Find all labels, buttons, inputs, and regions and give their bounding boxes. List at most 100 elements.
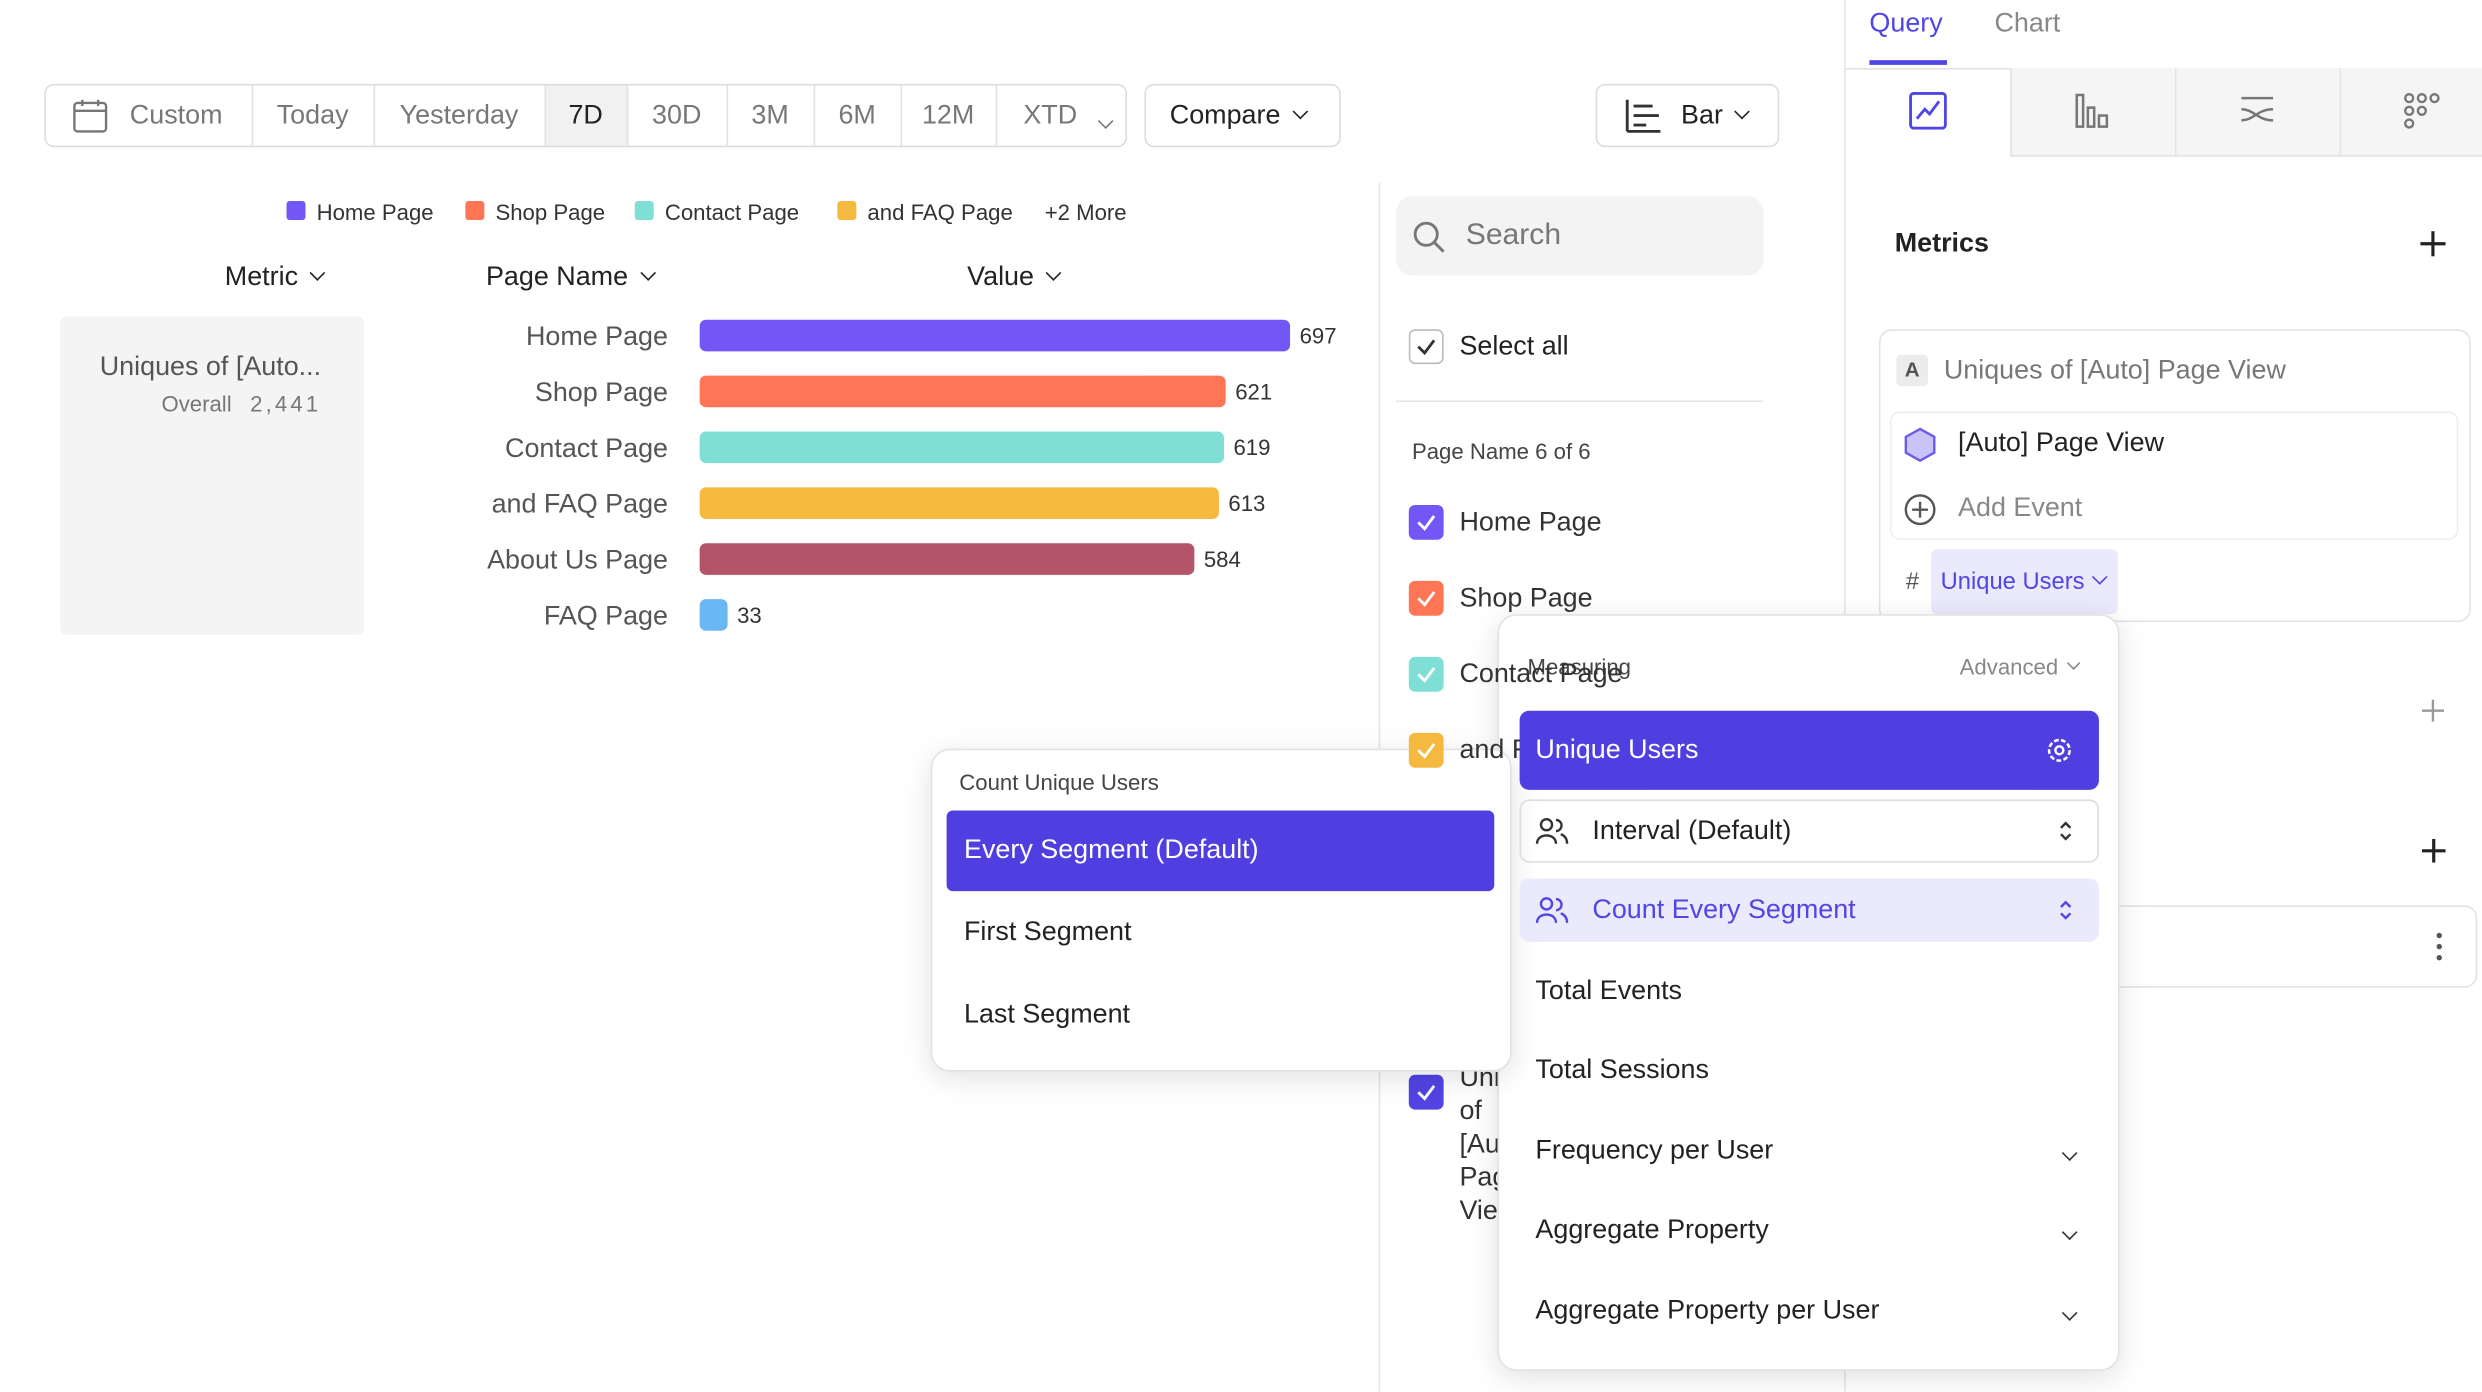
- date-label[interactable]: Today: [276, 99, 349, 130]
- menu-option[interactable]: First Segment: [963, 916, 1132, 947]
- add-icon[interactable]: [2420, 231, 2446, 257]
- menu-option[interactable]: Every Segment (Default): [963, 834, 1259, 865]
- measure-chip[interactable]: [1931, 549, 2118, 615]
- date-label[interactable]: Yesterday: [399, 99, 519, 130]
- menu-option[interactable]: Total Events: [1535, 975, 1683, 1006]
- menu-title: Measuring: [1527, 653, 1631, 680]
- date-segment[interactable]: [626, 85, 728, 146]
- bar: [699, 487, 1219, 520]
- metric-title[interactable]: Uniques of [Auto] Page View: [1943, 354, 2286, 385]
- menu-option[interactable]: Interval (Default): [1592, 815, 1792, 846]
- legend-swatch: [465, 201, 485, 221]
- bar-icon: [1625, 99, 1661, 133]
- filter-item[interactable]: Shop Page: [1459, 582, 1593, 613]
- category-label: About Us Page: [487, 545, 668, 575]
- filter-item[interactable]: Home Page: [1459, 506, 1602, 537]
- date-label[interactable]: Custom: [129, 99, 223, 130]
- chart-type-label[interactable]: Bar: [1681, 100, 1751, 132]
- divider: [2339, 68, 2342, 156]
- select-all[interactable]: Select all: [1459, 330, 1569, 361]
- section-title: Metrics: [1894, 227, 1989, 259]
- kebab-icon[interactable]: [2435, 932, 2444, 961]
- date-segment[interactable]: [900, 85, 998, 146]
- check: [1417, 1085, 1436, 1101]
- category-label: Home Page: [526, 321, 668, 351]
- event-name[interactable]: [Auto] Page View: [1958, 427, 2165, 458]
- funnel-icon[interactable]: [2074, 92, 2112, 130]
- tab[interactable]: Query: [1869, 7, 1943, 38]
- advanced-toggle[interactable]: Advanced: [1960, 651, 2081, 683]
- metric-box: [1878, 329, 2471, 623]
- chevron: [1086, 112, 1114, 140]
- compare-label[interactable]: Compare: [1170, 100, 1309, 132]
- chart-type-button[interactable]: [1595, 83, 1780, 148]
- menu-option[interactable]: Last Segment: [963, 998, 1131, 1029]
- option-box[interactable]: [1519, 799, 2099, 863]
- add-icon[interactable]: [2421, 838, 2446, 863]
- menu-option[interactable]: Aggregate Property per User: [1535, 1294, 1880, 1325]
- search-icon: [1413, 221, 1445, 253]
- calendar-icon: [73, 98, 108, 141]
- menu-option[interactable]: Aggregate Property: [1535, 1214, 1769, 1245]
- column-header[interactable]: Value: [967, 261, 1062, 293]
- checkbox[interactable]: [1408, 656, 1444, 692]
- menu-option[interactable]: Frequency per User: [1535, 1134, 1774, 1166]
- legend-label: Home Page: [316, 199, 434, 225]
- checkbox[interactable]: [1408, 732, 1444, 768]
- option-selected[interactable]: [946, 810, 1495, 892]
- more-icon[interactable]: [2403, 92, 2441, 130]
- insights-icon[interactable]: [1909, 91, 1947, 130]
- menu-option[interactable]: Count Every Segment: [1592, 894, 1856, 925]
- menu-option[interactable]: Unique Users: [1535, 734, 1699, 765]
- date-label[interactable]: 7D: [568, 99, 603, 130]
- metric-card: [60, 316, 365, 635]
- tab[interactable]: Chart: [1994, 7, 2061, 38]
- checkbox[interactable]: [1408, 580, 1444, 616]
- date-segment[interactable]: [995, 85, 1129, 146]
- group-label: Page Name 6 of 6: [1411, 438, 1591, 464]
- option-box[interactable]: [1519, 878, 2099, 942]
- value-label: 584: [1204, 547, 1241, 572]
- date-segment[interactable]: [373, 85, 547, 146]
- hash: #: [1905, 568, 1920, 596]
- date-segment[interactable]: [544, 85, 629, 146]
- search-box[interactable]: [1396, 196, 1764, 276]
- column-header[interactable]: Page Name: [486, 261, 656, 293]
- category-label: Shop Page: [535, 377, 668, 407]
- legend-more[interactable]: +2 More: [1044, 199, 1127, 225]
- legend-label: Contact Page: [664, 199, 800, 225]
- date-segment[interactable]: [726, 85, 816, 146]
- add-event[interactable]: Add Event: [1958, 492, 2083, 523]
- updown-icon: [2058, 898, 2074, 931]
- checkbox[interactable]: [1408, 329, 1444, 365]
- date-label[interactable]: 3M: [751, 99, 789, 130]
- value-label: 33: [737, 603, 762, 628]
- bar: [699, 543, 1195, 575]
- option-selected[interactable]: [1519, 710, 2099, 790]
- tab-underline: [1869, 60, 1947, 65]
- icon-tab-active[interactable]: [1845, 68, 2011, 157]
- column-text: Value: [967, 261, 1034, 292]
- date-label[interactable]: 30D: [652, 99, 702, 130]
- value-label: 613: [1228, 491, 1265, 516]
- bar: [699, 431, 1224, 464]
- chevron: [2061, 1224, 2078, 1252]
- flows-icon[interactable]: [2238, 92, 2276, 130]
- bar: [699, 375, 1226, 408]
- date-label[interactable]: 12M: [921, 99, 975, 130]
- checkbox[interactable]: [1408, 504, 1444, 540]
- menu-option[interactable]: Total Sessions: [1535, 1054, 1709, 1085]
- column-header[interactable]: Metric: [225, 261, 326, 293]
- date-segment[interactable]: [251, 85, 375, 146]
- checkbox[interactable]: [1408, 1074, 1444, 1110]
- date-label[interactable]: 6M: [838, 99, 876, 130]
- category-label: FAQ Page: [544, 600, 668, 630]
- legend-swatch: [837, 201, 857, 221]
- measure-text: Unique Users: [1940, 568, 2085, 596]
- measure-label[interactable]: Unique Users: [1940, 567, 2108, 599]
- compare-button[interactable]: [1144, 83, 1341, 148]
- add-icon[interactable]: [2421, 699, 2445, 722]
- date-segment[interactable]: [813, 85, 903, 146]
- date-label[interactable]: XTD: [1023, 99, 1078, 130]
- filter-item[interactable]: Contact Page: [1459, 658, 1623, 689]
